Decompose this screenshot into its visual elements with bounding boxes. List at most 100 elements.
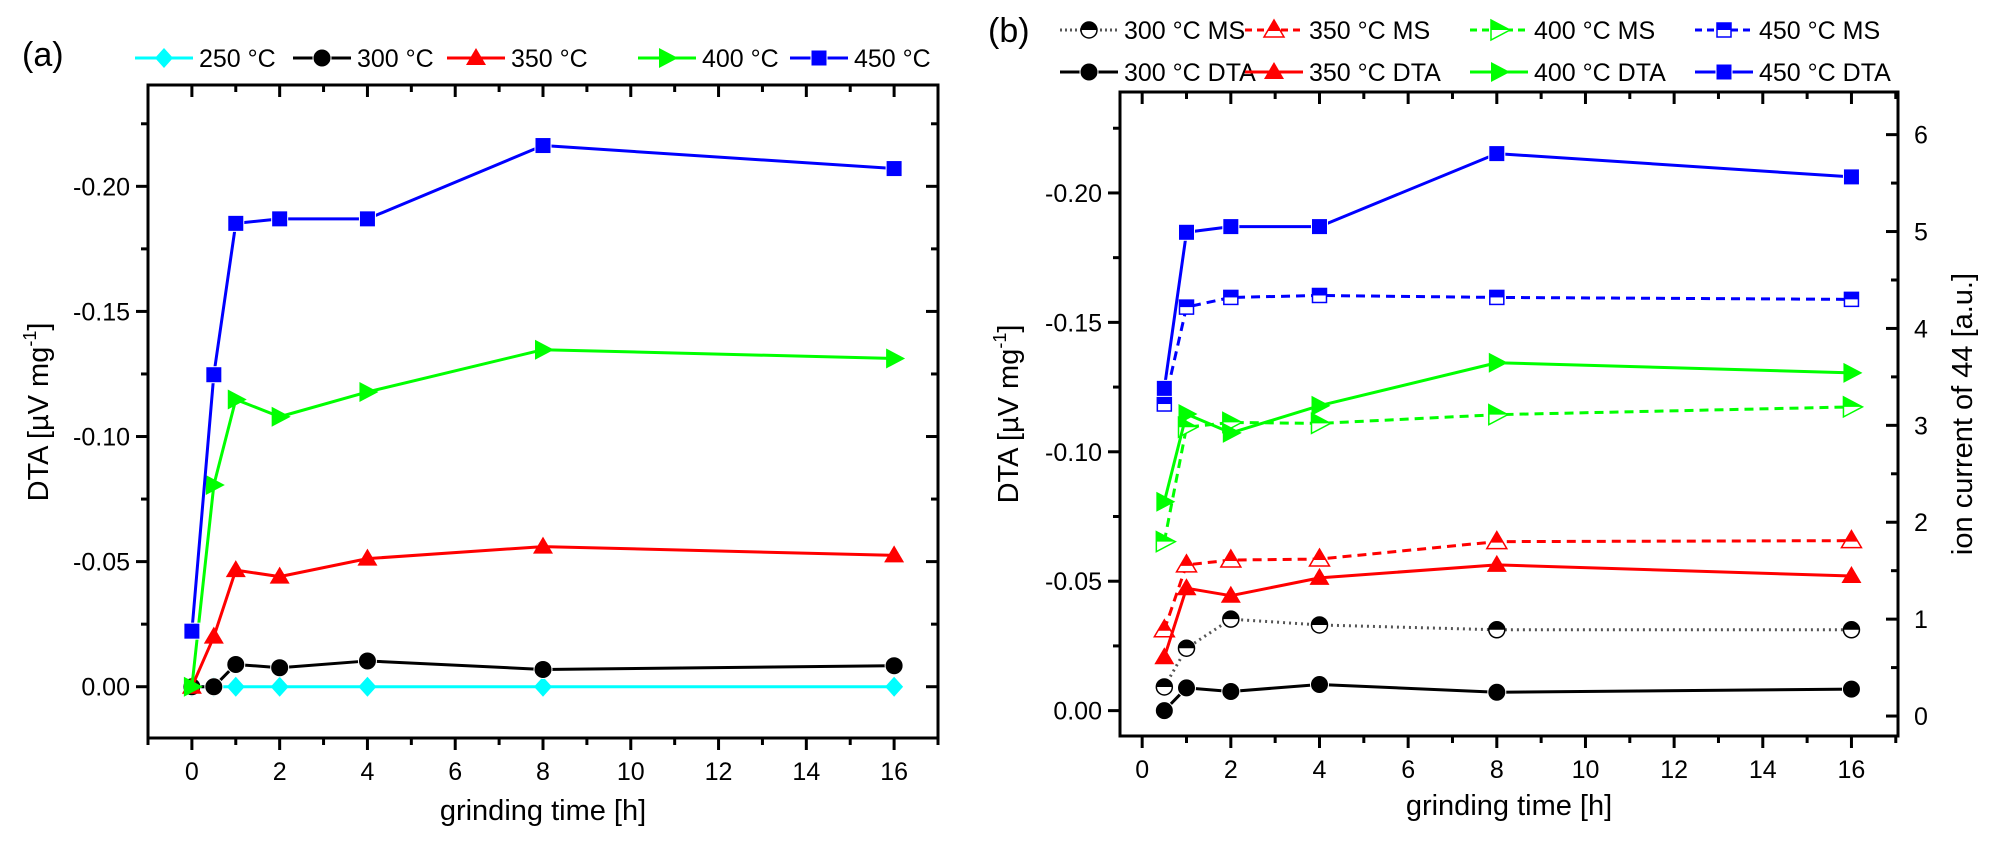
panel-b-x-tick-label: 6 [1401,756,1415,784]
panel-b-series-450-c-ms-point-fill [1223,290,1238,298]
panel-a-series-400-c-point [271,406,291,427]
panel-a-series-350-c-point [269,566,290,584]
panel-b-series-350-c-ms-point-fill [1158,619,1171,631]
panel-a-series-450-c [183,137,903,640]
panel-b-x-tick-label: 10 [1572,756,1600,784]
panel-b-y2-tick-label: 5 [1914,219,1928,247]
panel-b-series-300-c-ms [1155,610,1861,696]
panel-b-legend-label: 300 °C MS [1124,17,1245,45]
panel-b-series-350-c-dta-line [1162,563,1852,658]
panel-b-y2-tick-label: 6 [1914,122,1928,150]
panel-a-y-tick-label: -0.10 [73,424,130,452]
panel-b-series-450-c-ms-point-fill [1844,292,1859,300]
panel-b-legend-marker [1491,62,1510,82]
panel-b-legend-item: 300 °C MS [1060,17,1245,45]
panel-a-series-450-c-point [358,210,376,228]
panel-a-label: (a) [22,36,64,74]
panel-b-series-400-c-dta-point [1488,352,1508,373]
panel-a-series-300-c-point [884,656,904,676]
panel-a-x-tick-label: 12 [705,758,733,786]
panel-b-series-350-c-ms-point-fill [1313,549,1326,561]
panel-a-series-250-c-point [358,676,377,697]
panel-b-legend-marker [1080,21,1098,39]
panel-b-series-350-c-dta-point [1841,566,1862,584]
panel-b-y-tick-label: -0.15 [1045,309,1102,337]
panel-a-series-300-c-point [226,654,246,674]
panel-b-series-300-c-ms-point-fill [1488,621,1505,630]
panel-a-x-tick-label: 8 [536,758,550,786]
panel-a-legend-marker [466,48,486,65]
panel-a-x-tick-label: 14 [792,758,820,786]
panel-b-series-450-c-dta-point [1310,218,1328,236]
panel-a-series-300-c-point [533,659,553,679]
panel-a-legend-label: 300 °C [357,45,434,73]
panel-b-series-400-c-ms-point-fill [1222,412,1242,423]
panel-b-series-300-c-dta-point [1176,678,1196,698]
panel-a-series-450-c-point [271,210,289,228]
panel-b-series-350-c-ms-point-fill [1180,554,1193,566]
panel-b-y-tick-label: 0.00 [1053,698,1102,726]
panel-b-series-450-c-dta-line [1162,152,1852,389]
panel-b-series-350-c-dta-point [1176,578,1197,596]
panel-a-series-250-c-point [226,676,245,697]
panel-b-series-400-c-ms-line [1162,405,1852,542]
panel-b-x-tick-label: 16 [1838,756,1866,784]
panel-b-series-300-c-ms-point-fill [1311,616,1328,625]
panel-a-y-tick-label: -0.20 [73,173,130,201]
panel-a-legend-label: 350 °C [511,45,588,73]
panel-b-series-350-c-ms-point [1840,529,1863,549]
panel-a-series-400-c-point [886,348,906,369]
panel-b-y-tick-label: -0.20 [1045,180,1102,208]
panel-b-legend-label: 450 °C MS [1759,17,1880,45]
panel-b-series-350-c-ms-point [1219,548,1243,568]
panel-b-legend-marker-fill [1717,23,1731,30]
panel-b-legend-marker [1715,63,1733,81]
panel-a-series-400-c-point [183,676,203,697]
panel-a-series-300-c-point [204,677,224,697]
panel-b-x-tick-label: 2 [1224,756,1238,784]
panel-b-series-350-c-dta [1154,554,1862,665]
panel-b-series-350-c-ms-point [1153,618,1176,638]
panel-b-x-tick-label: 4 [1313,756,1327,784]
panel-b-series-350-c-dta-point [1486,554,1507,572]
panel-b-series-400-c-dta-point [1311,395,1331,416]
panel-b-series-450-c-dta-point [1842,168,1860,186]
panel-b-legend-item: 300 °C DTA [1060,59,1256,87]
panel-b-series-300-c-ms-line [1163,617,1852,688]
panel-b-series-300-c-ms-point-fill [1178,640,1195,649]
panel-a-x-axis-title: grinding time [h] [440,795,646,827]
panel-b-series-400-c-ms [1155,395,1865,553]
panel-b-series-400-c-ms-point [1488,403,1510,426]
panel-b-series-450-c-dta-point [1222,218,1240,236]
panel-b-series-450-c-dta-point [1155,379,1173,397]
panel-b-x-tick-label: 0 [1135,756,1149,784]
panel-a-series-350-c-point [884,545,905,563]
panel-a-series-350-c-point [203,626,224,644]
panel-a-y-tick-label: 0.00 [81,674,130,702]
panel-b-legend-marker [1079,62,1099,82]
panel-a-y-axis-title: DTA [µV mg-1] [20,323,55,502]
panel-b-series-300-c-ms-point [1842,621,1861,639]
panel-b-y2-tick-label: 0 [1914,703,1928,731]
panel-a-legend-item: 300 °C [293,45,434,73]
panel-a-series-450-c-point [227,214,245,232]
panel-b-legend-item: 350 °C DTA [1245,59,1441,87]
panel-a-x-tick-label: 10 [617,758,645,786]
panel-a-series-400-c [183,339,906,697]
panel-b-y-axis-title: DTA [µV mg-1] [990,325,1025,504]
panel-b-series-450-c-ms-point [1156,396,1173,412]
panel-a-legend-marker [312,48,332,68]
panel-b-legend-marker-fill [1268,20,1280,31]
panel-b-series-450-c-ms-point-fill [1312,288,1327,296]
panel-b-series-400-c-ms-point [1155,530,1177,553]
panel-b-legend-marker [1716,22,1732,38]
panel-b-legend-label: 400 °C DTA [1534,59,1666,87]
panel-b-series-300-c-ms-point [1222,610,1240,628]
panel-b-y2-axis-title: ion current of 44 [a.u.] [1947,273,1979,555]
panel-a-legend-label: 450 °C [854,45,931,73]
panel-b-series-300-c-ms-point-fill [1843,621,1860,630]
panel-b-series-300-c-ms-point [1310,616,1329,634]
panel-a-y-tick-label: -0.05 [73,549,130,577]
panel-b-label: (b) [988,12,1030,50]
